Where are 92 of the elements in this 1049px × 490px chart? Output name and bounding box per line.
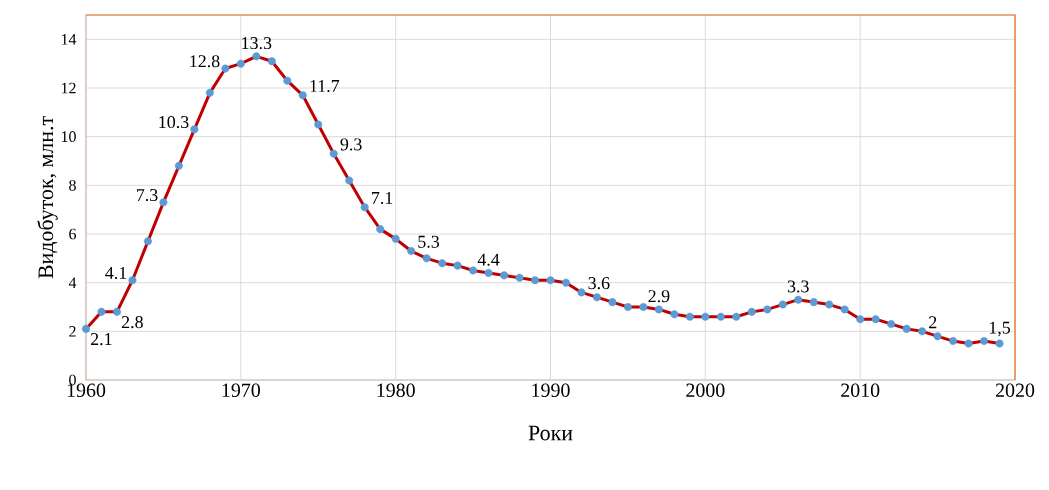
- point: [856, 315, 865, 324]
- point: [190, 125, 199, 134]
- point: [840, 305, 849, 314]
- point: [128, 276, 137, 285]
- point: [964, 339, 973, 348]
- point: [376, 225, 385, 234]
- point: [592, 293, 601, 302]
- y-tick-label: 6: [69, 228, 77, 240]
- data-label: 2.9: [648, 290, 670, 303]
- data-label: 2.1: [90, 333, 112, 346]
- point: [654, 305, 663, 314]
- data-label: 12.8: [190, 55, 220, 68]
- point: [422, 254, 431, 263]
- point: [933, 332, 942, 341]
- point: [623, 303, 632, 311]
- y-tick-label: 10: [61, 131, 76, 143]
- point: [949, 337, 958, 346]
- point: [82, 324, 90, 333]
- point: [732, 312, 741, 321]
- point: [391, 234, 400, 243]
- point: [794, 295, 803, 304]
- data-label: 3.3: [787, 280, 809, 293]
- point: [469, 266, 478, 275]
- point: [980, 337, 989, 346]
- x-tick-label: 2020: [995, 383, 1035, 397]
- point: [314, 120, 323, 129]
- data-label: 2: [929, 316, 937, 329]
- point: [360, 203, 369, 212]
- point: [174, 161, 183, 170]
- point: [809, 298, 818, 307]
- point: [701, 312, 710, 321]
- point: [329, 149, 338, 158]
- point: [778, 300, 787, 309]
- point: [577, 288, 586, 297]
- y-tick-label: 12: [61, 82, 76, 94]
- point: [685, 312, 694, 321]
- point: [484, 268, 493, 277]
- point: [407, 247, 416, 256]
- point: [515, 273, 524, 282]
- y-tick-label: 14: [61, 34, 77, 45]
- point: [562, 278, 570, 287]
- point: [995, 339, 1004, 348]
- point: [871, 315, 880, 324]
- point: [159, 198, 168, 207]
- data-label: 7.1: [372, 191, 393, 205]
- x-axis-title: Роки: [528, 425, 573, 441]
- data-label: 4.4: [477, 253, 500, 266]
- data-label: 4.1: [105, 266, 127, 280]
- y-axis-title: Видобуток, млн.т: [37, 116, 58, 279]
- x-tick-label: 1990: [532, 383, 570, 397]
- data-label: 1,5: [989, 321, 1011, 337]
- data-label: 11.7: [310, 80, 340, 93]
- x-tick-label: 1970: [222, 383, 260, 397]
- point: [221, 64, 230, 73]
- y-tick-label: 2: [69, 326, 76, 337]
- point: [267, 57, 276, 66]
- point: [531, 276, 540, 285]
- point: [112, 307, 121, 316]
- point: [716, 312, 725, 321]
- point: [500, 271, 509, 280]
- x-tick-label: 2000: [686, 383, 725, 397]
- data-label: 5.3: [418, 235, 440, 248]
- point: [143, 237, 152, 246]
- point: [205, 88, 214, 97]
- y-tick-label: 4: [68, 277, 77, 288]
- data-label: 3.6: [588, 277, 610, 290]
- point: [546, 276, 555, 285]
- point: [639, 303, 648, 311]
- point: [438, 259, 447, 268]
- data-label: 13.3: [242, 37, 272, 50]
- point: [902, 324, 911, 333]
- data-label: 10.3: [159, 115, 189, 129]
- point: [608, 298, 617, 307]
- x-tick-label: 1980: [377, 383, 415, 397]
- point: [763, 305, 772, 314]
- point: [97, 307, 106, 316]
- y-tick-label: 8: [69, 179, 76, 191]
- point: [298, 91, 307, 100]
- point: [236, 59, 245, 68]
- point: [825, 300, 834, 309]
- point: [453, 261, 462, 270]
- data-label: 7.3: [137, 189, 158, 202]
- point: [918, 327, 927, 336]
- point: [252, 52, 261, 61]
- point: [670, 310, 679, 319]
- point: [345, 176, 354, 185]
- point: [747, 307, 756, 316]
- x-tick-label: 2010: [841, 383, 880, 397]
- point: [283, 76, 292, 85]
- data-label: 9.3: [340, 138, 362, 151]
- point: [887, 320, 896, 329]
- data-label: 2.8: [121, 316, 143, 329]
